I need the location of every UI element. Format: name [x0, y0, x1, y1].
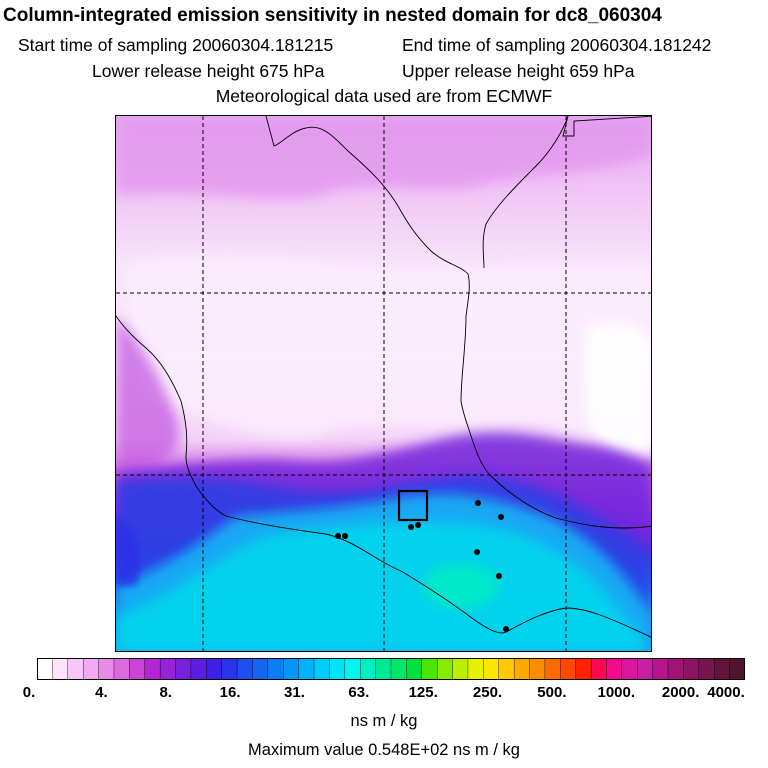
colorbar-tick-label: 0.: [22, 684, 36, 701]
colorbar-cell: [529, 658, 546, 680]
colorbar-cell: [729, 658, 745, 680]
station-dot: [496, 573, 502, 579]
field-top-band: [116, 116, 651, 199]
colorbar-tick-label: 125.: [408, 684, 438, 701]
colorbar-cell: [375, 658, 392, 680]
station-dots: [335, 500, 509, 632]
colorbar-cell: [575, 658, 592, 680]
max-value-label: Maximum value 0.548E+02 ns m / kg: [248, 741, 520, 759]
colorbar-tick-label: 250.: [472, 684, 503, 701]
colorbar-cell: [483, 658, 500, 680]
colorbar-tick-label: 500.: [537, 684, 567, 701]
colorbar-tick-label: 2000.: [661, 684, 700, 701]
field-left-blue: [116, 516, 140, 586]
coastline-southwest: [116, 315, 651, 638]
colorbar-tick-label: 63.: [348, 684, 370, 701]
colorbar-cell: [667, 658, 684, 680]
station-dot: [408, 524, 414, 530]
colorbar-cell: [113, 658, 130, 680]
colorbar-cell: [221, 658, 238, 680]
colorbar-cell: [98, 658, 115, 680]
colorbar-tick-label: 8.: [159, 684, 172, 701]
colorbar: [37, 658, 745, 680]
station-dot: [503, 626, 509, 632]
station-dot: [415, 522, 421, 528]
colorbar-cell: [344, 658, 361, 680]
colorbar-cell: [159, 658, 177, 680]
colorbar-cell: [129, 658, 146, 680]
colorbar-cell: [513, 658, 531, 680]
colorbar-cell: [283, 658, 300, 680]
colorbar-tick-label: 16.: [219, 684, 241, 701]
colorbar-cell: [252, 658, 269, 680]
colorbar-cell: [82, 658, 100, 680]
colorbar-cell: [467, 658, 484, 680]
colorbar-cell: [175, 658, 192, 680]
colorbar-cell: [298, 658, 315, 680]
colorbar-cell: [37, 658, 53, 680]
chart-title: Column-integrated emission sensitivity i…: [3, 5, 662, 26]
station-dot: [475, 500, 481, 506]
colorbar-cell: [267, 658, 284, 680]
colorbar-cell: [683, 658, 700, 680]
colorbar-cell: [329, 658, 346, 680]
colorbar-cell: [714, 658, 731, 680]
colorbar-cell: [406, 658, 423, 680]
colorbar-cell: [621, 658, 638, 680]
colorbar-cell: [52, 658, 69, 680]
colorbar-cell: [236, 658, 253, 680]
colorbar-cell: [360, 658, 377, 680]
colorbar-tick-label: 1000.: [597, 684, 636, 701]
colorbar-frame: [37, 658, 745, 680]
colorbar-tick-label: 31.: [284, 684, 305, 701]
colorbar-cells: [37, 658, 745, 680]
sensitivity-map: [115, 115, 652, 652]
upper-release-height: Upper release height 659 hPa: [402, 61, 635, 81]
colorbar-cell: [390, 658, 407, 680]
colorbar-cell: [144, 658, 161, 680]
lower-release-height: Lower release height 675 hPa: [92, 61, 325, 81]
colorbar-cell: [421, 658, 438, 680]
field-white-patch: [586, 322, 651, 457]
colorbar-cell: [206, 658, 223, 680]
colorbar-cell: [652, 658, 669, 680]
station-dot: [335, 533, 341, 539]
map-svg: [116, 116, 651, 651]
receptor-box: [397, 489, 429, 522]
colorbar-cell: [560, 658, 577, 680]
colorbar-cell: [452, 658, 469, 680]
station-dot: [342, 533, 348, 539]
met-data-source: Meteorological data used are from ECMWF: [215, 86, 553, 106]
colorbar-cell: [698, 658, 715, 680]
gridlines: [116, 116, 651, 651]
coastline-pacific: [265, 116, 472, 437]
colorbar-cell: [498, 658, 515, 680]
colorbar-tick-label: 4.: [95, 684, 108, 701]
coastline-gulf: [482, 116, 569, 269]
field-left-purple: [116, 316, 180, 476]
colorbar-cell: [313, 658, 330, 680]
colorbar-cell: [436, 658, 454, 680]
station-dot: [474, 549, 480, 555]
colorbar-tick-label: 4000.: [707, 684, 745, 701]
colorbar-cell: [590, 658, 607, 680]
colorbar-cell: [190, 658, 207, 680]
start-time: Start time of sampling 20060304.181215: [18, 35, 334, 55]
end-time: End time of sampling 20060304.181242: [402, 35, 712, 55]
colorbar-cell: [67, 658, 84, 680]
coastline-east: [562, 116, 651, 137]
coastline-yucatan: [470, 435, 651, 529]
field-light-region: [126, 254, 651, 446]
field-max-patch: [423, 564, 499, 608]
station-dot: [498, 514, 504, 520]
colorbar-cell: [544, 658, 561, 680]
colorbar-cell: [606, 658, 623, 680]
units-label: ns m / kg: [350, 712, 418, 730]
colorbar-cell: [637, 658, 654, 680]
coastlines: [116, 116, 651, 638]
